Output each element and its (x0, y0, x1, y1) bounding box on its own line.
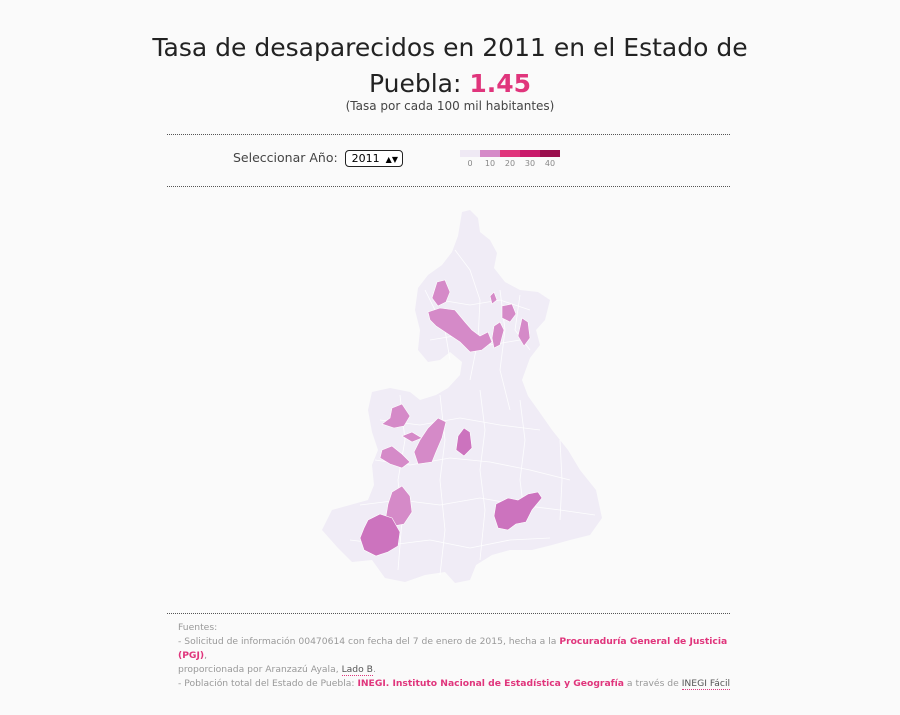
legend-swatches (460, 150, 560, 157)
divider-middle (167, 186, 730, 187)
source-line-3: - Población total del Estado de Puebla: … (178, 677, 738, 691)
municipality-hl-14 (493, 491, 543, 531)
legend-label-2: 20 (504, 159, 516, 168)
municipality-hl-1 (431, 279, 451, 307)
legend-swatch-1 (480, 150, 500, 157)
legend-label-1: 10 (484, 159, 496, 168)
source-3-text: - Población total del Estado de Puebla: (178, 678, 358, 689)
municipality-hl-12 (385, 485, 413, 527)
rate-value: 1.45 (469, 69, 532, 98)
pgj-link[interactable]: Procuraduría General de Justicia (PGJ) (178, 636, 728, 661)
municipality-hl-2 (427, 307, 493, 353)
page-subtitle: (Tasa por cada 100 mil habitantes) (345, 99, 555, 113)
source-line-1: - Solicitud de información 00470614 con … (178, 635, 738, 663)
municipality-hl-13 (359, 513, 401, 557)
source-line-2: proporcionada por Aranzazú Ayala, Lado B… (178, 663, 738, 677)
highlighted-municipalities (359, 279, 543, 557)
sources: Fuentes: - Solicitud de información 0047… (178, 621, 738, 691)
divider-bottom (167, 613, 730, 614)
source-2-text: proporcionada por Aranzazú Ayala, (178, 664, 342, 675)
municipality-hl-11 (455, 427, 473, 457)
title-line-1: Tasa de desaparecidos en 2011 en el Esta… (152, 33, 748, 62)
legend-swatch-2 (500, 150, 520, 157)
source-1-end: , (204, 650, 208, 661)
year-selector: Seleccionar Año: 2011 ▲▼ (233, 150, 403, 167)
municipality-hl-9 (413, 417, 447, 465)
inegi-facil-link[interactable]: INEGI Fácil (681, 678, 731, 690)
source-1-text: - Solicitud de información 00470614 con … (178, 636, 560, 647)
municipality-hl-5 (491, 321, 505, 349)
legend-label-3: 30 (524, 159, 536, 168)
municipality-hl-10 (379, 445, 411, 469)
legend-label-4: 40 (544, 159, 556, 168)
color-legend: 0 10 20 30 40 (460, 150, 560, 169)
source-3-mid: a través de (624, 678, 682, 689)
legend-labels: 0 10 20 30 40 (460, 157, 560, 169)
legend-label-0: 0 (467, 159, 473, 168)
divider-top (167, 134, 730, 135)
page-title: Tasa de desaparecidos en 2011 en el Esta… (0, 30, 900, 102)
source-2-end: . (373, 664, 376, 675)
legend-swatch-4 (540, 150, 560, 157)
municipality-hl-3 (489, 291, 498, 305)
title-line-2: Puebla: (368, 69, 470, 98)
legend-swatch-3 (520, 150, 540, 157)
municipality-hl-7 (381, 403, 411, 429)
dropdown-arrows-icon: ▲▼ (385, 155, 398, 164)
state-outline (322, 210, 602, 583)
puebla-map (322, 210, 602, 583)
inegi-link[interactable]: INEGI. Instituto Nacional de Estadística… (357, 678, 625, 689)
legend-swatch-0 (460, 150, 480, 157)
year-dropdown[interactable]: 2011 ▲▼ (344, 150, 403, 167)
year-value: 2011 (351, 152, 380, 165)
lado-b-link[interactable]: Lado B (341, 664, 373, 676)
municipality-hl-6 (517, 317, 531, 347)
sources-heading: Fuentes: (178, 622, 218, 633)
municipality-hl-4 (501, 303, 517, 323)
year-label: Seleccionar Año: (233, 150, 338, 165)
